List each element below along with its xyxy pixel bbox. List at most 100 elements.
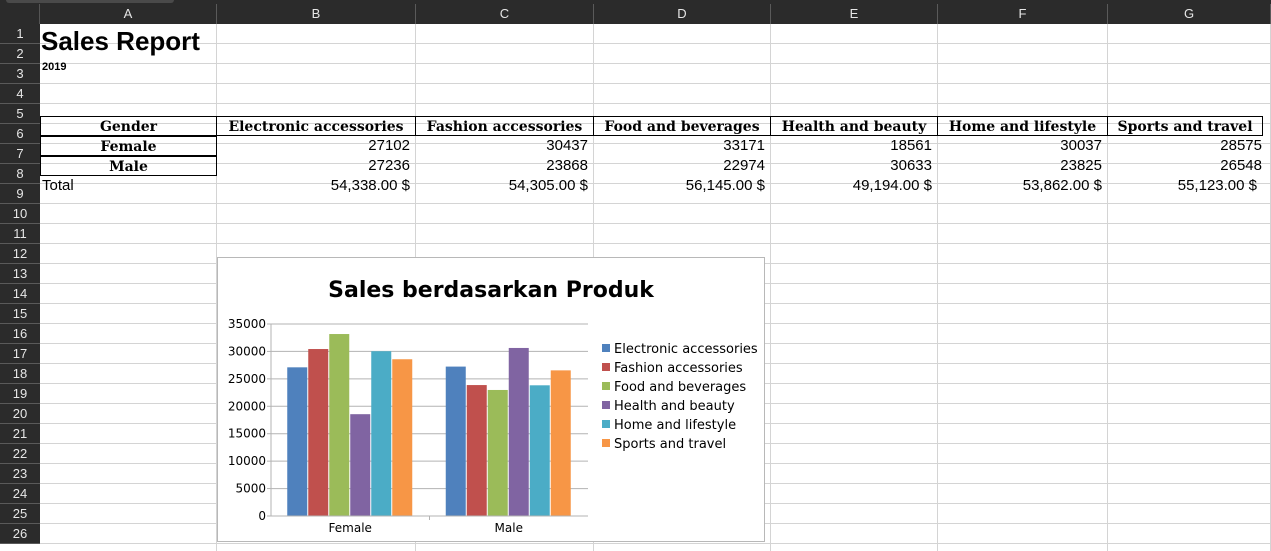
legend-label: Home and lifestyle — [614, 418, 736, 433]
row-header[interactable]: 8 — [0, 164, 40, 184]
total-cell[interactable]: 56,145.00 $ — [685, 177, 765, 194]
table-cell[interactable]: 33171 — [723, 137, 765, 154]
table-header-category: Sports and travel — [1107, 116, 1263, 136]
row-header[interactable]: 14 — [0, 284, 40, 304]
legend-swatch — [602, 420, 610, 428]
bar — [287, 367, 308, 516]
column-header-g[interactable]: G — [1108, 4, 1271, 24]
row-header[interactable]: 24 — [0, 484, 40, 504]
row-header[interactable]: 23 — [0, 464, 40, 484]
chart-title: Sales berdasarkan Produk — [328, 278, 655, 303]
y-tick-label: 0 — [258, 509, 266, 523]
column-header-a[interactable]: A — [40, 4, 217, 24]
sheet-title: Sales Report — [41, 26, 200, 56]
legend-label: Sports and travel — [614, 437, 726, 452]
table-cell[interactable]: 18561 — [890, 137, 932, 154]
legend-swatch — [602, 401, 610, 409]
table-cell[interactable]: 30633 — [890, 157, 932, 174]
row-header[interactable]: 10 — [0, 204, 40, 224]
table-cell[interactable]: 23825 — [1060, 157, 1102, 174]
window-tab[interactable] — [6, 0, 174, 3]
legend-label: Fashion accessories — [614, 361, 743, 376]
legend-swatch — [602, 382, 610, 390]
row-header[interactable]: 1 — [0, 24, 40, 44]
row-header[interactable]: 4 — [0, 84, 40, 104]
x-tick-label: Male — [495, 521, 523, 535]
table-cell[interactable]: 30437 — [546, 137, 588, 154]
column-header-d[interactable]: D — [594, 4, 771, 24]
y-tick-label: 5000 — [235, 482, 266, 496]
table-cell[interactable]: 30037 — [1060, 137, 1102, 154]
row-header[interactable]: 12 — [0, 244, 40, 264]
legend-swatch — [602, 439, 610, 447]
total-cell[interactable]: 55,123.00 $ — [1177, 177, 1257, 194]
total-cell[interactable]: 54,305.00 $ — [508, 177, 588, 194]
select-all-corner[interactable] — [0, 4, 40, 24]
column-headers: A B C D E F G — [0, 4, 1271, 24]
window-top-bar — [0, 0, 1271, 4]
bar — [487, 389, 508, 516]
table-header-gender: Gender — [40, 116, 217, 136]
column-header-c[interactable]: C — [416, 4, 594, 24]
row-label-total[interactable]: Total — [42, 177, 74, 194]
row-header[interactable]: 5 — [0, 104, 40, 124]
y-tick-label: 35000 — [228, 317, 266, 331]
row-header[interactable]: 13 — [0, 264, 40, 284]
row-header[interactable]: 18 — [0, 364, 40, 384]
legend-label: Health and beauty — [614, 399, 735, 414]
row-header[interactable]: 2 — [0, 44, 40, 64]
bar — [371, 351, 392, 516]
row-header[interactable]: 15 — [0, 304, 40, 324]
y-tick-label: 30000 — [228, 344, 266, 358]
bar — [445, 366, 466, 516]
table-header-category: Food and beverages — [593, 116, 771, 136]
row-label-male: Male — [40, 156, 217, 176]
row-header[interactable]: 17 — [0, 344, 40, 364]
table-cell[interactable]: 28575 — [1220, 137, 1262, 154]
column-header-b[interactable]: B — [217, 4, 416, 24]
table-cell[interactable]: 27236 — [368, 157, 410, 174]
y-tick-label: 15000 — [228, 427, 266, 441]
bar — [508, 347, 529, 516]
row-header[interactable]: 7 — [0, 144, 40, 164]
bar-chart[interactable]: Sales berdasarkan Produk 35000 30000 25000 2… — [217, 257, 765, 542]
row-header[interactable]: 26 — [0, 524, 40, 544]
table-cell[interactable]: 26548 — [1220, 157, 1262, 174]
y-tick-label: 25000 — [228, 372, 266, 386]
row-header[interactable]: 22 — [0, 444, 40, 464]
bar — [308, 349, 329, 516]
legend-label: Food and beverages — [614, 380, 746, 395]
bar — [550, 370, 571, 516]
table-cell[interactable]: 27102 — [368, 137, 410, 154]
row-header[interactable]: 19 — [0, 384, 40, 404]
sheet-subtitle: 2019 — [42, 61, 67, 73]
table-cell[interactable]: 22974 — [723, 157, 765, 174]
table-header-category: Fashion accessories — [415, 116, 594, 136]
row-header[interactable]: 21 — [0, 424, 40, 444]
row-header[interactable]: 3 — [0, 64, 40, 84]
table-header-category: Home and lifestyle — [937, 116, 1108, 136]
bar — [392, 359, 413, 516]
column-header-e[interactable]: E — [771, 4, 938, 24]
y-tick-label: 10000 — [228, 454, 266, 468]
x-tick-label: Female — [329, 521, 372, 535]
legend-label: Electronic accessories — [614, 342, 758, 357]
row-label-female: Female — [40, 136, 217, 156]
row-header[interactable]: 6 — [0, 124, 40, 144]
row-header[interactable]: 25 — [0, 504, 40, 524]
row-header[interactable]: 16 — [0, 324, 40, 344]
table-header-category: Health and beauty — [770, 116, 938, 136]
chart-svg: Sales berdasarkan Produk 35000 30000 25000 2… — [228, 278, 758, 535]
table-cell[interactable]: 23868 — [546, 157, 588, 174]
y-tick-label: 20000 — [228, 399, 266, 413]
table-header-category: Electronic accessories — [216, 116, 416, 136]
total-cell[interactable]: 54,338.00 $ — [330, 177, 410, 194]
total-cell[interactable]: 53,862.00 $ — [1022, 177, 1102, 194]
row-header[interactable]: 11 — [0, 224, 40, 244]
bar — [466, 385, 487, 516]
row-header[interactable]: 20 — [0, 404, 40, 424]
row-header[interactable]: 9 — [0, 184, 40, 204]
column-header-f[interactable]: F — [938, 4, 1108, 24]
total-cell[interactable]: 49,194.00 $ — [852, 177, 932, 194]
bar — [350, 414, 371, 516]
